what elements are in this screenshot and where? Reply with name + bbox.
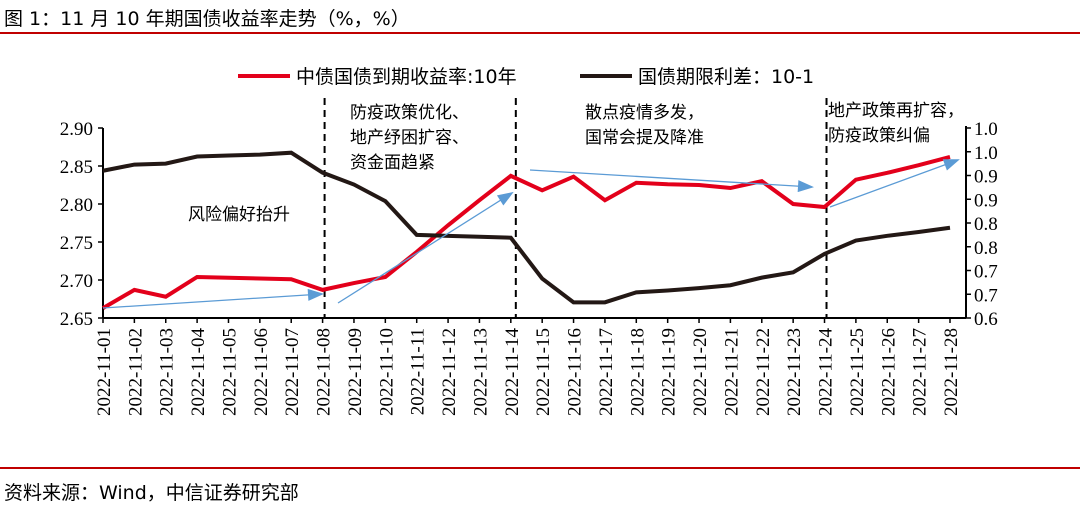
x-tick-label: 2022-11-19 — [659, 328, 680, 416]
left-tick-label: 2.75 — [60, 233, 93, 254]
annotation-text: 防疫政策纠偏 — [828, 126, 930, 146]
annotation-text: 防疫政策优化、 — [350, 103, 469, 123]
right-tick-label: 1.0 — [974, 143, 998, 164]
left-tick-label: 2.80 — [60, 195, 93, 216]
trend-arrow — [529, 169, 814, 193]
yield-line — [101, 154, 951, 310]
annotation-text: 地产纾困扩容、 — [350, 128, 469, 148]
left-tick-label: 2.85 — [60, 157, 93, 178]
right-tick-label: 1.0 — [974, 119, 998, 140]
right-tick-label: 0.9 — [974, 190, 998, 211]
x-tick-label: 2022-11-26 — [878, 328, 899, 416]
x-tick-label: 2022-11-01 — [94, 328, 115, 416]
x-tick-label: 2022-11-15 — [533, 328, 554, 416]
spread-line — [102, 150, 951, 305]
x-tick-label: 2022-11-12 — [439, 328, 460, 416]
x-tick-label: 2022-11-23 — [784, 328, 805, 416]
x-tick-label: 2022-11-20 — [690, 328, 711, 416]
right-tick-label: 0.7 — [974, 285, 998, 306]
right-tick-label: 0.8 — [974, 238, 998, 259]
annotation-text: 地产政策再扩容， — [828, 101, 964, 121]
x-tick-label: 2022-11-14 — [502, 328, 523, 416]
x-tick-label: 2022-11-07 — [282, 328, 303, 416]
annotation-text: 国常会提及降准 — [585, 128, 704, 148]
source-divider — [0, 467, 1080, 469]
x-tick-label: 2022-11-16 — [565, 328, 586, 416]
right-tick-label: 0.7 — [974, 262, 998, 283]
x-tick-label: 2022-11-02 — [125, 328, 146, 416]
legend-label-spread: 国债期限利差：10-1 — [638, 66, 814, 88]
annotation-text: 资金面趋紧 — [350, 153, 435, 173]
x-tick-label: 2022-11-03 — [157, 328, 178, 416]
x-tick-label: 2022-11-28 — [941, 328, 962, 416]
x-tick-label: 2022-11-05 — [219, 328, 240, 416]
x-tick-label: 2022-11-06 — [251, 328, 272, 416]
right-tick-label: 0.8 — [974, 214, 998, 235]
x-tick-label: 2022-11-25 — [847, 328, 868, 416]
right-tick-label: 0.9 — [974, 167, 998, 188]
legend-label-yield: 中债国债到期收益率:10年 — [296, 66, 517, 88]
annotation-text: 风险偏好抬升 — [188, 205, 290, 225]
trend-arrow — [829, 159, 960, 208]
source-note: 资料来源：Wind，中信证券研究部 — [4, 482, 299, 504]
x-tick-label: 2022-11-21 — [721, 328, 742, 416]
x-tick-label: 2022-11-18 — [627, 328, 648, 416]
x-tick-label: 2022-11-24 — [816, 328, 837, 416]
trend-arrow — [337, 191, 514, 304]
left-tick-label: 2.70 — [60, 271, 93, 292]
title-divider — [0, 32, 1080, 34]
x-tick-label: 2022-11-22 — [753, 328, 774, 416]
annotation-text: 散点疫情多发， — [585, 103, 704, 123]
x-tick-label: 2022-11-11 — [408, 328, 429, 415]
left-tick-label: 2.90 — [60, 119, 93, 140]
figure-title: 图 1：11 月 10 年期国债收益率走势（%，%） — [4, 8, 410, 30]
x-tick-label: 2022-11-10 — [376, 328, 397, 416]
x-tick-label: 2022-11-04 — [188, 328, 209, 416]
x-tick-label: 2022-11-13 — [470, 328, 491, 416]
trend-arrow — [102, 288, 324, 309]
x-tick-label: 2022-11-17 — [596, 328, 617, 416]
x-tick-label: 2022-11-27 — [910, 328, 931, 416]
x-tick-label: 2022-11-09 — [345, 328, 366, 416]
left-tick-label: 2.65 — [60, 309, 93, 330]
right-tick-label: 0.6 — [974, 309, 998, 330]
x-tick-label: 2022-11-08 — [314, 328, 335, 416]
